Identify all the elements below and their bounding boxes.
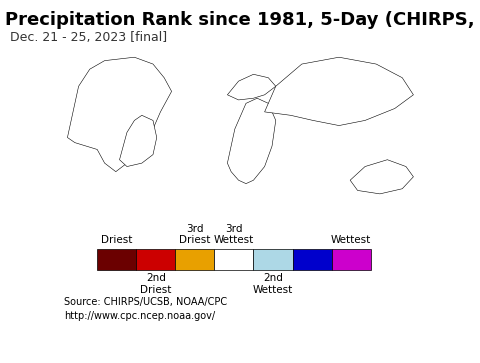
Text: 2nd
Driest: 2nd Driest (140, 273, 171, 295)
FancyBboxPatch shape (292, 249, 332, 270)
FancyBboxPatch shape (175, 249, 215, 270)
Text: Wettest: Wettest (331, 236, 371, 245)
Polygon shape (264, 57, 413, 126)
FancyBboxPatch shape (253, 249, 292, 270)
FancyBboxPatch shape (332, 249, 371, 270)
Text: Driest: Driest (101, 236, 132, 245)
Polygon shape (67, 57, 172, 172)
Polygon shape (228, 74, 276, 100)
Text: 3rd
Driest: 3rd Driest (179, 224, 211, 245)
Polygon shape (120, 115, 156, 167)
FancyBboxPatch shape (136, 249, 175, 270)
Polygon shape (228, 98, 276, 184)
Text: 2nd
Wettest: 2nd Wettest (253, 273, 293, 295)
Text: Source: CHIRPS/UCSB, NOAA/CPC
http://www.cpc.ncep.noaa.gov/: Source: CHIRPS/UCSB, NOAA/CPC http://www… (64, 297, 227, 321)
FancyBboxPatch shape (215, 249, 253, 270)
FancyBboxPatch shape (97, 249, 136, 270)
Text: Dec. 21 - 25, 2023 [final]: Dec. 21 - 25, 2023 [final] (10, 31, 167, 44)
Text: Precipitation Rank since 1981, 5-Day (CHIRPS, CPC): Precipitation Rank since 1981, 5-Day (CH… (5, 11, 480, 29)
Text: 3rd
Wettest: 3rd Wettest (214, 224, 254, 245)
Polygon shape (350, 160, 413, 194)
